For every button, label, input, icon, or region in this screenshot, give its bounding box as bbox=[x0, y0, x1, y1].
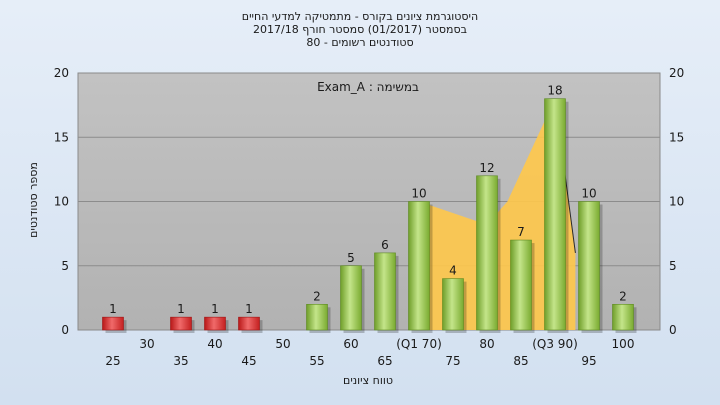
bar bbox=[340, 265, 362, 331]
x-tick-label: 60 bbox=[343, 337, 358, 351]
bar bbox=[306, 303, 328, 331]
chart-title-line-2: בסמסטר (01/2017) סמסטר חורף 2017/18 bbox=[253, 23, 467, 36]
x-tick-label: 95 bbox=[581, 354, 596, 368]
y-tick-label-right: 0 bbox=[669, 323, 677, 337]
bar bbox=[578, 201, 600, 331]
x-tick-label: 25 bbox=[105, 354, 120, 368]
bar-value-label: 7 bbox=[517, 225, 525, 239]
y-tick-label-right: 20 bbox=[669, 66, 684, 80]
bar-value-label: 1 bbox=[211, 302, 219, 316]
bar-value-label: 5 bbox=[347, 251, 355, 265]
x-tick-label: 30 bbox=[139, 337, 154, 351]
y-tick-label: 5 bbox=[61, 259, 69, 273]
x-tick-label: 50 bbox=[275, 337, 290, 351]
bar-value-label: 1 bbox=[245, 302, 253, 316]
bar bbox=[204, 316, 226, 331]
x-tick-label: 35 bbox=[173, 354, 188, 368]
x-tick-label: 80 bbox=[479, 337, 494, 351]
x-tick-label: 85 bbox=[513, 354, 528, 368]
x-tick-label: 100 bbox=[612, 337, 635, 351]
bar-value-label: 10 bbox=[581, 187, 596, 201]
bar-value-label: 2 bbox=[619, 289, 627, 303]
bar-value-label: 10 bbox=[411, 187, 426, 201]
x-ticks: 25 30 35 40 45 50 55 60 65 (Q1 70)75 80 85 (Q3 90)95… bbox=[105, 337, 634, 368]
y-axis-title: מספר סטודנטים bbox=[27, 162, 40, 238]
bar bbox=[442, 278, 464, 331]
bar-value-label: 1 bbox=[109, 302, 117, 316]
y-tick-label-right: 15 bbox=[669, 130, 684, 144]
y-tick-label: 20 bbox=[54, 66, 69, 80]
y-tick-label: 10 bbox=[54, 195, 69, 209]
bar bbox=[510, 239, 532, 331]
bar bbox=[544, 98, 566, 331]
bar bbox=[238, 316, 260, 331]
bar-value-label: 1 bbox=[177, 302, 185, 316]
bar bbox=[374, 252, 396, 331]
bar bbox=[170, 316, 192, 331]
x-tick-label: (Q1 70) bbox=[396, 337, 442, 351]
chart-annotation: במשימה : Exam_A bbox=[317, 80, 419, 94]
bar bbox=[102, 316, 124, 331]
bar bbox=[408, 201, 430, 331]
bar bbox=[476, 175, 498, 331]
bar-value-label: 2 bbox=[313, 289, 321, 303]
x-tick-label: 55 bbox=[309, 354, 324, 368]
y-tick-label: 15 bbox=[54, 130, 69, 144]
bar-value-label: 18 bbox=[547, 84, 562, 98]
x-tick-label: 65 bbox=[377, 354, 392, 368]
x-tick-label: 75 bbox=[445, 354, 460, 368]
chart-title-line-3: סטודנטים רשומים - 80 bbox=[306, 36, 414, 49]
x-tick-label: (Q3 90) bbox=[532, 337, 578, 351]
chart-title-line-1: היסטוגרמת ציונים בקורס - מתמטיקה למדעי ה… bbox=[241, 10, 479, 23]
y-tick-label: 0 bbox=[61, 323, 69, 337]
bar-value-label: 12 bbox=[479, 161, 494, 175]
bar bbox=[612, 303, 634, 331]
x-tick-label: 40 bbox=[207, 337, 222, 351]
x-tick-label: 45 bbox=[241, 354, 256, 368]
x-axis-title: טווח ציונים bbox=[343, 374, 393, 387]
bar-value-label: 6 bbox=[381, 238, 389, 252]
y-tick-label-right: 10 bbox=[669, 195, 684, 209]
bar-value-label: 4 bbox=[449, 264, 457, 278]
y-tick-label-right: 5 bbox=[669, 259, 677, 273]
